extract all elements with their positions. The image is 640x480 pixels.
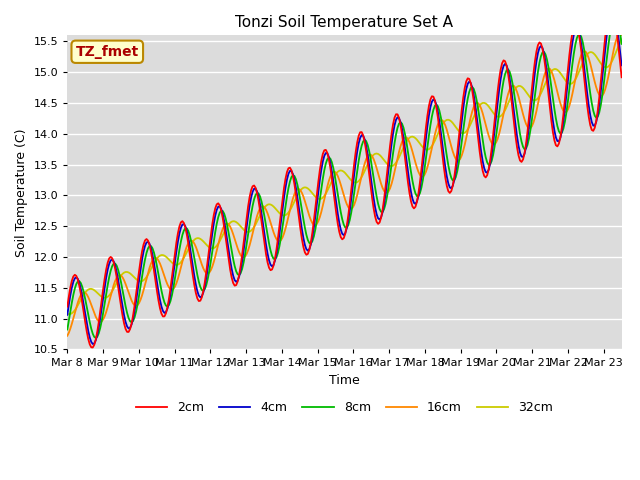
8cm <box>92 335 100 341</box>
2cm <box>63 304 71 310</box>
2cm <box>607 4 615 10</box>
4cm <box>156 297 164 303</box>
2cm <box>618 74 625 80</box>
16cm <box>346 206 353 212</box>
4cm <box>618 62 625 68</box>
32cm <box>607 60 615 66</box>
4cm <box>348 196 355 202</box>
Text: TZ_fmet: TZ_fmet <box>76 45 139 59</box>
4cm <box>89 341 97 347</box>
16cm <box>63 333 71 338</box>
16cm <box>616 31 624 36</box>
32cm <box>156 253 164 259</box>
16cm <box>134 302 141 308</box>
8cm <box>348 210 355 216</box>
8cm <box>607 24 615 30</box>
16cm <box>606 67 614 72</box>
32cm <box>65 312 73 317</box>
8cm <box>252 192 259 198</box>
Line: 32cm: 32cm <box>67 39 621 314</box>
16cm <box>155 258 163 264</box>
8cm <box>618 41 625 47</box>
4cm <box>472 102 479 108</box>
Title: Tonzi Soil Temperature Set A: Tonzi Soil Temperature Set A <box>236 15 454 30</box>
4cm <box>252 186 259 192</box>
4cm <box>135 277 143 283</box>
8cm <box>135 293 143 299</box>
32cm <box>135 278 143 284</box>
8cm <box>472 91 479 96</box>
32cm <box>63 311 71 317</box>
2cm <box>135 268 143 274</box>
Line: 8cm: 8cm <box>67 17 621 338</box>
Y-axis label: Soil Temperature (C): Soil Temperature (C) <box>15 128 28 257</box>
Legend: 2cm, 4cm, 8cm, 16cm, 32cm: 2cm, 4cm, 8cm, 16cm, 32cm <box>131 396 558 420</box>
Line: 16cm: 16cm <box>67 34 621 336</box>
2cm <box>348 188 355 193</box>
Line: 2cm: 2cm <box>67 7 621 348</box>
4cm <box>607 9 615 15</box>
8cm <box>63 326 71 332</box>
16cm <box>618 32 625 37</box>
8cm <box>156 280 164 286</box>
16cm <box>470 104 477 110</box>
2cm <box>89 345 97 350</box>
Line: 4cm: 4cm <box>67 11 621 344</box>
2cm <box>156 305 164 311</box>
32cm <box>348 177 355 183</box>
2cm <box>252 185 259 191</box>
2cm <box>609 5 616 11</box>
2cm <box>472 110 479 116</box>
32cm <box>618 36 625 42</box>
16cm <box>250 224 258 230</box>
4cm <box>609 8 616 13</box>
32cm <box>252 221 259 227</box>
32cm <box>472 110 479 116</box>
4cm <box>63 312 71 318</box>
8cm <box>612 14 620 20</box>
X-axis label: Time: Time <box>329 374 360 387</box>
